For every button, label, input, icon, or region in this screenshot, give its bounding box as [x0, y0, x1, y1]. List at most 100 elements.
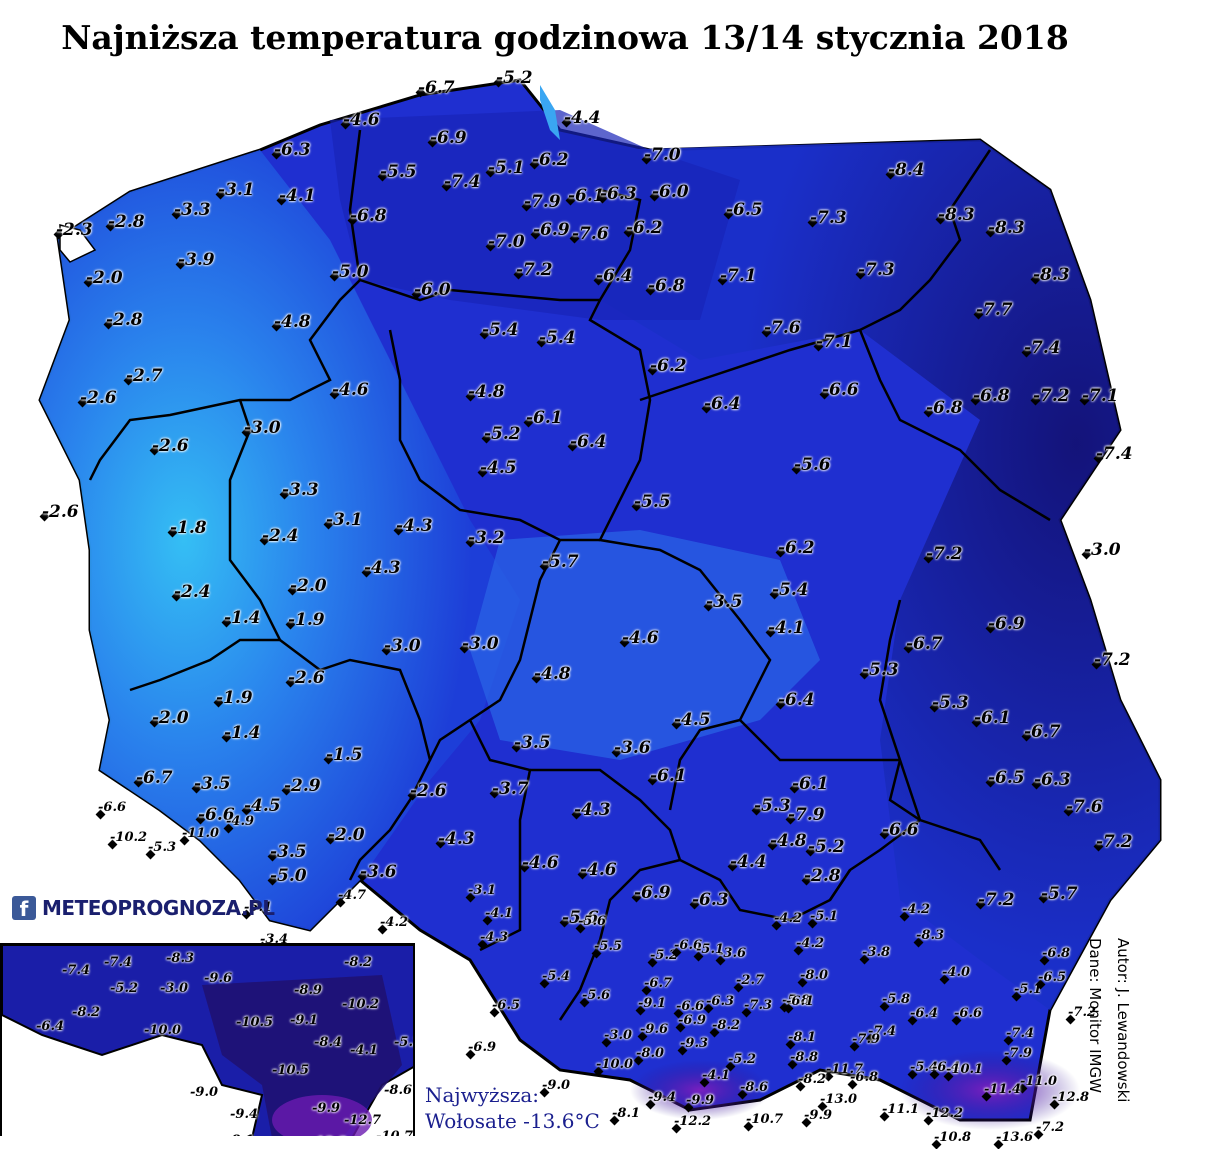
west-warm-zone — [40, 150, 520, 930]
station-value: -6.9 — [533, 220, 570, 240]
station-value: -6.3 — [274, 140, 311, 160]
station-value: -6.9 — [468, 1040, 497, 1055]
inset-station-value: -9.6 — [204, 971, 233, 986]
station-value: -10.1 — [946, 1062, 984, 1077]
station-value: -3.1 — [218, 180, 255, 200]
station-value: -11.0 — [1020, 1074, 1058, 1089]
station-value: -7.0 — [644, 145, 681, 165]
station-value: -6.7 — [136, 768, 173, 788]
station-value: -2.3 — [56, 220, 93, 240]
station-value: -6.7 — [418, 78, 455, 98]
station-value: -4.5 — [674, 710, 711, 730]
station-value: -10.7 — [746, 1112, 784, 1127]
station-value: -7.9 — [852, 1032, 881, 1047]
station-value: -5.2 — [728, 1052, 757, 1067]
station-value: -1.4 — [224, 608, 261, 628]
station-value: -6.9 — [678, 1013, 707, 1028]
station-value: -6.9 — [430, 128, 467, 148]
station-value: -7.1 — [816, 332, 853, 352]
station-value: -7.3 — [744, 998, 773, 1013]
inset-station-value: -7.4 — [104, 955, 133, 970]
station-value: -7.2 — [1094, 650, 1131, 670]
station-value: -6.1 — [974, 708, 1011, 728]
station-value: -7.6 — [1066, 797, 1103, 817]
station-value: -7.3 — [858, 260, 895, 280]
station-value: -6.9 — [634, 883, 671, 903]
station-value: -12.2 — [674, 1114, 712, 1129]
station-value: -8.3 — [916, 928, 945, 943]
station-value: -6.8 — [1042, 946, 1071, 961]
station-value: -4.3 — [480, 930, 509, 945]
inset-station-value: -4.1 — [350, 1043, 379, 1058]
station-value: -2.8 — [804, 866, 841, 886]
station-value: -6.5 — [988, 768, 1025, 788]
station-value: -2.0 — [290, 576, 327, 596]
station-value: -6.8 — [973, 386, 1010, 406]
inset-station-value: -10.5 — [236, 1015, 274, 1030]
station-value: -5.3 — [148, 840, 177, 855]
station-value: -5.0 — [270, 866, 307, 886]
station-value: -9.6 — [640, 1022, 669, 1037]
station-value: -6.6 — [98, 800, 127, 815]
voivodeship-borders — [88, 129, 1051, 1021]
station-value: -5.6 — [582, 988, 611, 1003]
station-value: -3.3 — [282, 480, 319, 500]
tatra-cold-zone — [630, 1060, 770, 1120]
station-value: -4.8 — [534, 664, 571, 684]
station-value: -6.4 — [570, 432, 607, 452]
station-value: -5.3 — [862, 660, 899, 680]
facebook-icon[interactable]: f — [12, 896, 36, 921]
station-value: -5.2 — [496, 68, 533, 88]
inset-station-value: -5.2 — [110, 981, 139, 996]
station-value: -1.5 — [326, 745, 363, 765]
inset-station-value: -9.0 — [190, 1085, 219, 1100]
station-value: -4.5 — [244, 796, 281, 816]
highest-box: Najwyższa: Wołosate -13.6°C — [425, 1082, 600, 1134]
station-value: -4.4 — [564, 108, 601, 128]
station-value: -7.7 — [976, 300, 1013, 320]
inset-station-value: -9.9 — [312, 1101, 341, 1116]
station-value: -3.6 — [360, 862, 397, 882]
station-value: -6.7 — [1024, 722, 1061, 742]
station-value: -6.3 — [1034, 770, 1071, 790]
station-value: -4.5 — [480, 458, 517, 478]
station-value: -4.1 — [485, 906, 514, 921]
station-value: -5.8 — [882, 992, 911, 1007]
station-value: -9.1 — [638, 996, 667, 1011]
station-value: -6.1 — [650, 766, 687, 786]
station-value: -11.0 — [182, 826, 220, 841]
station-value: -7.1 — [720, 266, 757, 286]
station-value: -8.0 — [800, 968, 829, 983]
station-value: -4.6 — [622, 628, 659, 648]
station-value: -7.2 — [926, 544, 963, 564]
station-value: -5.1 — [244, 900, 273, 915]
station-value: -6.6 — [882, 820, 919, 840]
station-value: -7.2 — [516, 260, 553, 280]
site-logo[interactable]: f METEOPROGNOZA.PL — [12, 896, 275, 921]
station-value: -2.4 — [174, 582, 211, 602]
east-cold-zone — [600, 140, 1160, 1010]
inset-station-value: -8.3 — [166, 951, 195, 966]
szczecin-lagoon — [59, 224, 97, 263]
station-value: -8.3 — [1033, 265, 1070, 285]
station-value: -7.4 — [1024, 338, 1061, 358]
station-value: -4.3 — [396, 516, 433, 536]
station-value: -4.3 — [364, 558, 401, 578]
station-value: -4.7 — [338, 888, 367, 903]
station-value: -9.3 — [680, 1036, 709, 1051]
station-value: -2.6 — [288, 668, 325, 688]
station-value: -5.4 — [482, 320, 519, 340]
station-value: -3.9 — [178, 250, 215, 270]
station-value: -6.3 — [706, 994, 735, 1009]
north-cold-zone — [330, 110, 740, 320]
station-value: -10.8 — [934, 1130, 972, 1145]
station-value: -5.7 — [542, 552, 579, 572]
station-value: -1.9 — [288, 610, 325, 630]
station-value: -2.7 — [736, 973, 765, 988]
station-value: -5.5 — [594, 939, 623, 954]
station-value: -12.8 — [1052, 1090, 1090, 1105]
station-value: -5.3 — [754, 796, 791, 816]
station-value: -4.1 — [768, 618, 805, 638]
map-title: Najniższa temperatura godzinowa 13/14 st… — [61, 18, 1069, 57]
station-value: -6.5 — [726, 200, 763, 220]
